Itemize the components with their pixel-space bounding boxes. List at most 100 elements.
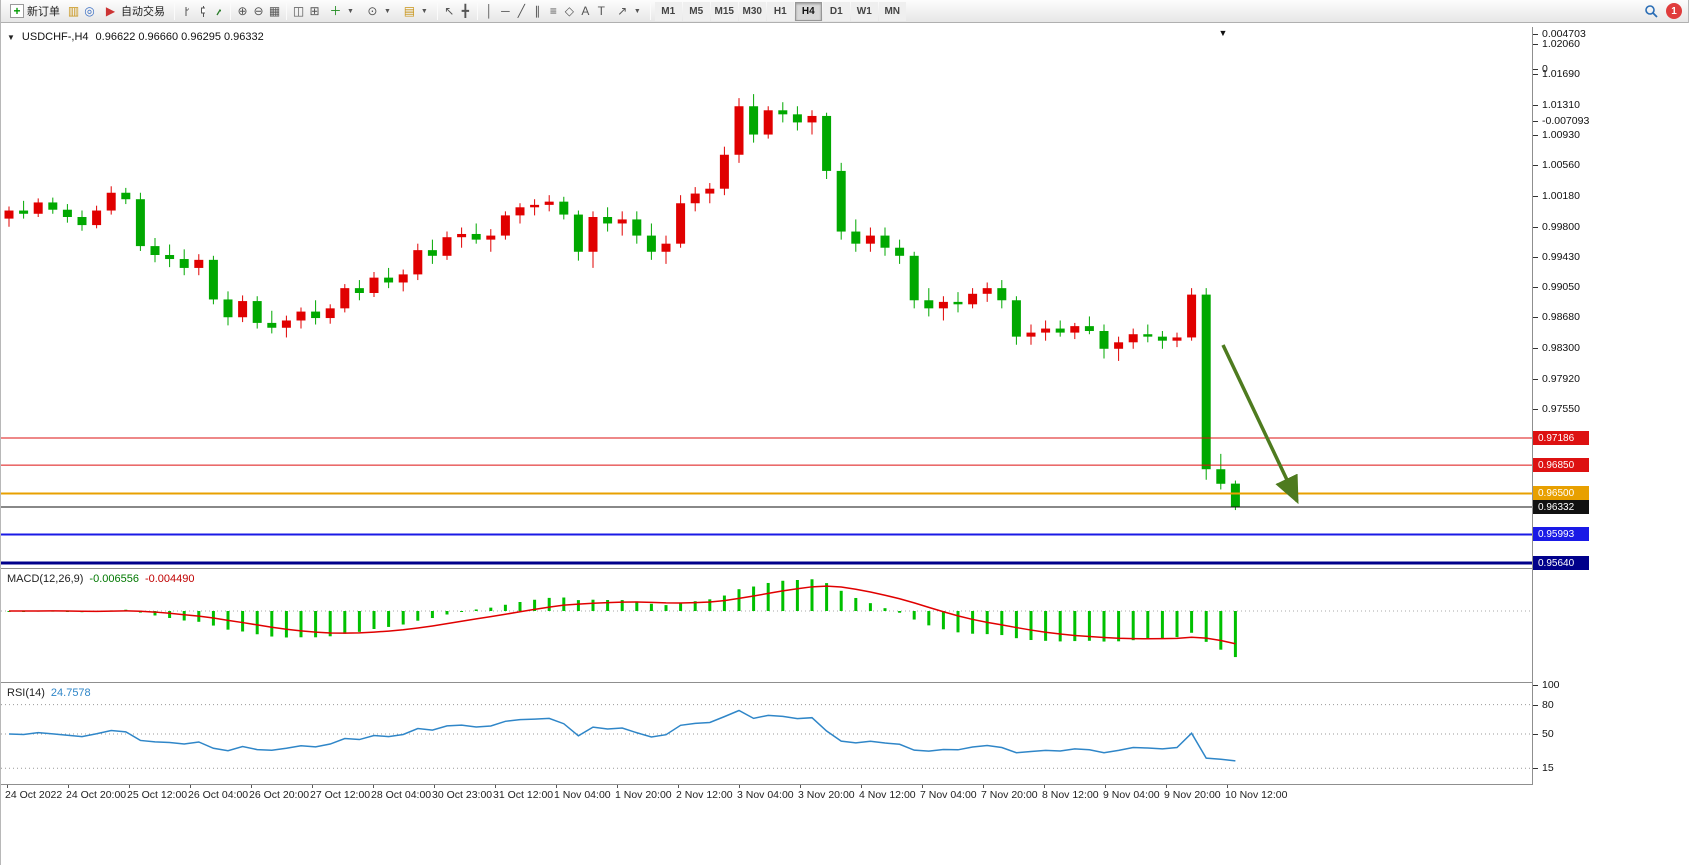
time-tick-label: 7 Nov 04:00 <box>920 789 977 801</box>
timeframe-button-M1[interactable]: M1 <box>654 1 682 21</box>
vertical-line-tool-icon[interactable]: │ <box>485 4 494 18</box>
price-tick-label: 0.99050 <box>1542 281 1580 294</box>
time-tick-label: 24 Oct 2022 <box>5 789 63 801</box>
price-tick-label: 80 <box>1542 698 1554 711</box>
chart-workspace: ▼ ▼ USDCHF-,H4 0.96622 0.96660 0.96295 0… <box>1 23 1689 865</box>
timeframe-button-M5[interactable]: M5 <box>682 1 710 21</box>
channel-tool-icon[interactable]: ∥ <box>534 4 541 18</box>
scale-tick <box>1533 69 1538 70</box>
toolbar-right-group: 1 <box>1643 3 1684 19</box>
time-scale[interactable]: 24 Oct 2022 24 Oct 20:00 25 Oct 12:00 26 Oc… <box>1 785 1689 803</box>
time-tick-label: 3 Nov 04:00 <box>737 789 794 801</box>
macd-indicator-panel[interactable] <box>1 569 1532 682</box>
time-tick <box>68 785 69 788</box>
collapse-icon[interactable]: ▼ <box>7 32 15 42</box>
price-tick-label: 0 <box>1542 63 1548 75</box>
time-tick <box>678 785 679 788</box>
auto-trading-label: 自动交易 <box>121 6 165 18</box>
candlestick-type-icon[interactable] <box>195 4 210 19</box>
crosshair-tool-icon[interactable]: ╋ <box>461 4 469 18</box>
scale-tick <box>1533 73 1538 75</box>
time-tick <box>434 785 435 788</box>
tile-windows-icon[interactable]: ▦ <box>268 4 281 18</box>
time-tick-label: 25 Oct 12:00 <box>127 789 188 801</box>
panel-separator[interactable] <box>1 568 1689 569</box>
trend-arrow-annotation[interactable] <box>1221 344 1299 505</box>
shapes-tool-icon[interactable]: ◇ <box>564 4 574 18</box>
time-tick-label: 10 Nov 12:00 <box>1225 789 1288 801</box>
scale-tick <box>1533 768 1538 770</box>
timeframe-bar: M1 M5 M15 M30 H1 H4 D1 W1 MN <box>654 1 906 21</box>
horizontal-line-tool-icon[interactable]: ─ <box>501 4 510 18</box>
chart-shift-marker[interactable]: ▼ <box>1219 28 1228 38</box>
arrows-tool-button[interactable]: ↗ ▼ <box>610 2 646 21</box>
templates-button[interactable]: ▤ ▼ <box>397 2 433 21</box>
trendline-tool-icon[interactable]: ╱ <box>517 4 525 18</box>
timeframe-button-D1[interactable]: D1 <box>822 1 850 21</box>
scale-tick <box>1533 704 1538 706</box>
auto-trading-button[interactable]: ▶ 自动交易 <box>98 2 170 21</box>
hline-price-label: 0.95993 <box>1533 527 1589 542</box>
time-tick <box>129 785 130 788</box>
chart-title: ▼ USDCHF-,H4 0.96622 0.96660 0.96295 0.9… <box>7 31 264 43</box>
time-tick <box>495 785 496 788</box>
search-icon[interactable] <box>1643 4 1658 19</box>
macd-signal-value: -0.004490 <box>144 573 195 585</box>
scale-tick <box>1533 104 1538 106</box>
time-tick-label: 27 Oct 12:00 <box>310 789 371 801</box>
bar-chart-type-icon[interactable] <box>179 4 194 19</box>
line-chart-type-icon[interactable] <box>211 4 226 19</box>
time-tick-label: 1 Nov 04:00 <box>554 789 611 801</box>
time-tick-label: 26 Oct 04:00 <box>188 789 249 801</box>
notification-badge[interactable]: 1 <box>1666 3 1682 19</box>
scale-tick <box>1533 685 1538 686</box>
toolbar: + 新订单 ▥ ◎ ▶ 自动交易 ⊕ ⊖ ▦ ◫ ⊞ ＋ ▼ ⊙ ▼ <box>1 0 1688 23</box>
cursor-tool-icon[interactable]: ↖ <box>444 4 455 18</box>
scale-tick <box>1533 317 1538 319</box>
timeframe-button-H4[interactable]: H4 <box>794 1 822 21</box>
price-tick-label: 1.02060 <box>1542 38 1580 50</box>
price-tick-label: 1.01310 <box>1542 98 1580 111</box>
scale-tick <box>1533 165 1538 167</box>
fibonacci-tool-icon[interactable]: ≡ <box>549 4 557 18</box>
price-tick-label: 0.004703 <box>1542 28 1586 41</box>
new-order-button[interactable]: + 新订单 <box>5 2 65 21</box>
rsi-name: RSI(14) <box>7 687 45 699</box>
current-price-label: 0.96332 <box>1533 500 1589 515</box>
profiles-icon[interactable]: ◎ <box>84 4 95 18</box>
timeframe-button-M30[interactable]: M30 <box>738 1 766 21</box>
price-tick-label: 0.97550 <box>1542 402 1580 415</box>
toolbar-separator <box>436 2 438 20</box>
rsi-line <box>8 709 1236 762</box>
text-label-tool-icon[interactable]: T <box>597 4 605 18</box>
price-tick-label: 1.00560 <box>1542 159 1580 172</box>
timeframe-button-MN[interactable]: MN <box>878 1 906 21</box>
time-tick <box>312 785 313 788</box>
zoom-in-icon[interactable]: ⊕ <box>237 4 248 18</box>
ohlc-values: 0.96622 0.96660 0.96295 0.96332 <box>95 31 264 43</box>
rsi-indicator-panel[interactable] <box>1 683 1532 784</box>
time-tick-label: 9 Nov 20:00 <box>1164 789 1221 801</box>
clock-icon: ⊙ <box>367 4 378 18</box>
time-tick <box>251 785 252 788</box>
rsi-value: 24.7578 <box>50 687 91 699</box>
charts-window-icon[interactable]: ▥ <box>67 4 80 18</box>
panel-separator[interactable] <box>1 682 1689 683</box>
toolbar-separator <box>230 2 231 20</box>
time-tick <box>373 785 374 788</box>
zoom-out-icon[interactable]: ⊖ <box>253 4 264 18</box>
timeframe-button-M15[interactable]: M15 <box>710 1 738 21</box>
text-tool-icon[interactable]: A <box>581 4 590 18</box>
timeframe-button-H1[interactable]: H1 <box>766 1 794 21</box>
periods-button[interactable]: ⊙ ▼ <box>360 2 396 21</box>
main-price-chart[interactable]: ▼ <box>1 27 1532 568</box>
cascade-windows-icon[interactable]: ◫ <box>292 4 305 18</box>
chevron-down-icon: ▼ <box>633 7 641 15</box>
scale-tick <box>1533 121 1538 123</box>
indicators-button[interactable]: ＋ ▼ <box>323 2 359 21</box>
timeframe-button-W1[interactable]: W1 <box>850 1 878 21</box>
scale-tick <box>1533 734 1538 735</box>
arrange-windows-icon[interactable]: ⊞ <box>309 4 320 18</box>
price-scale[interactable]: 1.02060 1.01690 1.01310 1.00930 1.00560 1.001… <box>1533 27 1689 785</box>
